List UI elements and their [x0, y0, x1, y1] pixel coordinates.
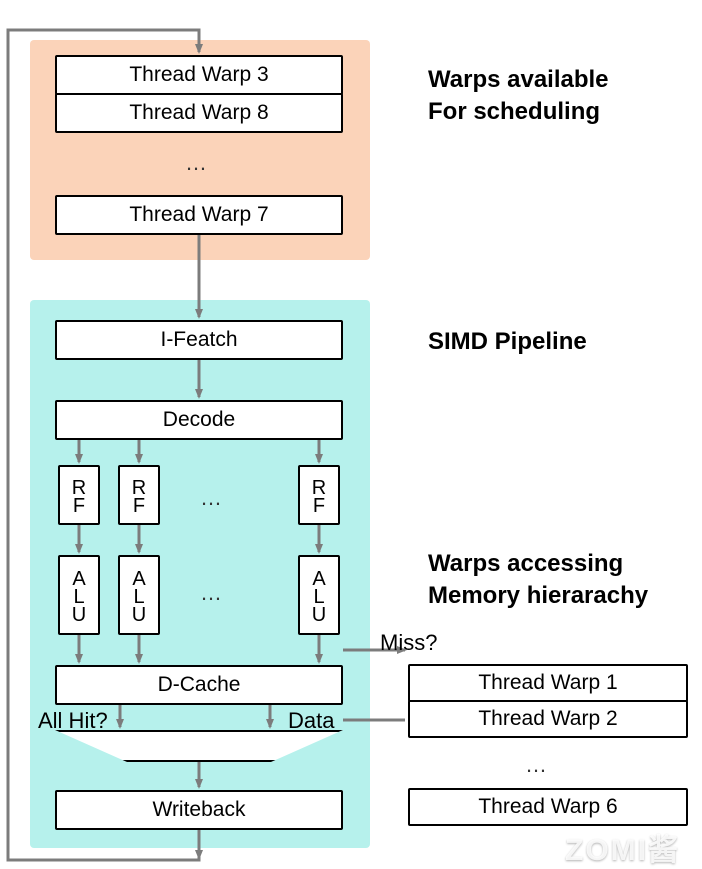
- data-label: Data: [288, 708, 334, 734]
- box-mwarp2: Thread Warp 2: [408, 700, 688, 738]
- box-writeback: Writeback: [55, 790, 343, 830]
- allhit-label: All Hit?: [38, 708, 108, 734]
- title-line: Warps available: [428, 64, 609, 96]
- dots-warp-pool: …: [185, 150, 209, 176]
- diagram-root: Thread Warp 3Thread Warp 8 Thread Warp 7 I…: [0, 0, 702, 864]
- dots-mem-warps: …: [525, 752, 549, 778]
- box-rf2-label: RF: [309, 477, 329, 513]
- box-warp7: Thread Warp 7: [55, 195, 343, 235]
- box-alu2: ALU: [298, 555, 340, 635]
- box-alu1: ALU: [118, 555, 160, 635]
- side-title-available: Warps availableFor scheduling: [428, 64, 609, 129]
- box-alu2-label: ALU: [309, 568, 329, 622]
- miss-label: Miss?: [380, 630, 437, 656]
- box-ifetch: I-Featch: [55, 320, 343, 360]
- side-title-memacc: Warps accessingMemory hierarachy: [428, 548, 648, 613]
- box-decode: Decode: [55, 400, 343, 440]
- side-title-simd: SIMD Pipeline: [428, 326, 587, 358]
- box-rf0: RF: [58, 465, 100, 525]
- box-alu0: ALU: [58, 555, 100, 635]
- title-line: Memory hierarachy: [428, 580, 648, 612]
- dots-alu-row: …: [200, 580, 224, 606]
- dots-rf-row: …: [200, 485, 224, 511]
- box-rf1-label: RF: [129, 477, 149, 513]
- box-warp3: Thread Warp 3: [55, 55, 343, 95]
- box-rf1: RF: [118, 465, 160, 525]
- box-rf0-label: RF: [69, 477, 89, 513]
- box-mwarp6: Thread Warp 6: [408, 788, 688, 826]
- box-dcache: D-Cache: [55, 665, 343, 705]
- watermark: ZOMI酱: [565, 825, 680, 869]
- title-line: Warps accessing: [428, 548, 648, 580]
- box-alu0-label: ALU: [69, 568, 89, 622]
- title-line: SIMD Pipeline: [428, 326, 587, 358]
- box-mwarp1: Thread Warp 1: [408, 664, 688, 702]
- box-rf2: RF: [298, 465, 340, 525]
- box-alu1-label: ALU: [129, 568, 149, 622]
- box-warp8: Thread Warp 8: [55, 93, 343, 133]
- title-line: For scheduling: [428, 96, 609, 128]
